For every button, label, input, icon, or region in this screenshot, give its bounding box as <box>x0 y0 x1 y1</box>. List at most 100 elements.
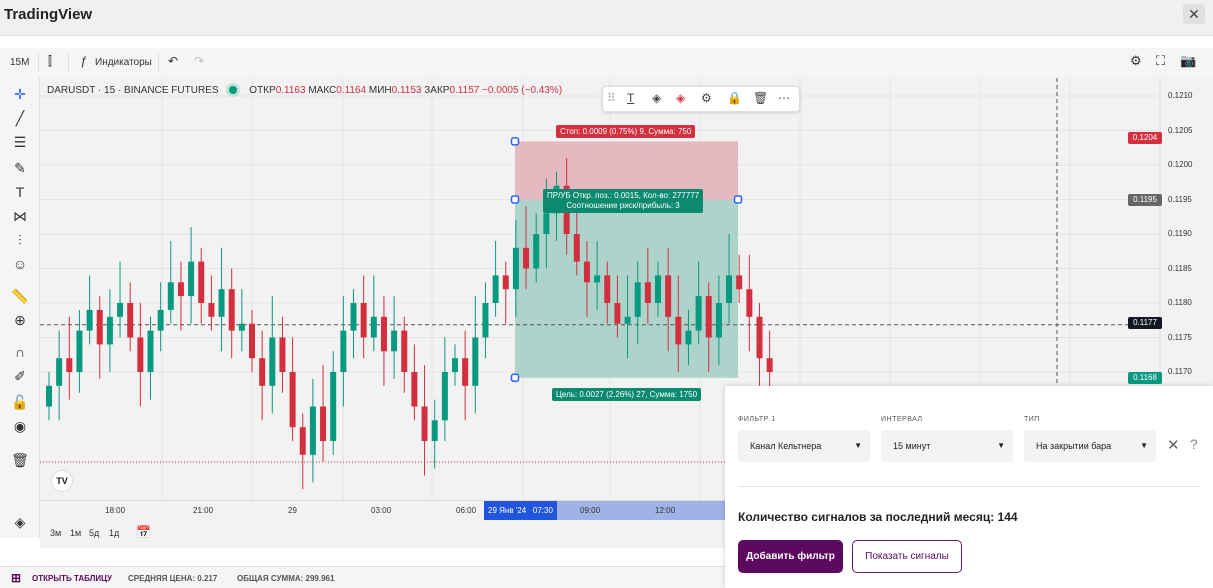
goto-date-icon[interactable]: 📅 <box>136 525 151 539</box>
magnet-icon[interactable]: ∩ <box>14 344 26 360</box>
trash-icon[interactable]: 🗑 <box>11 452 29 468</box>
crosshair-price-label: 0.1177 <box>1128 317 1162 329</box>
total-sum: ОБЩАЯ СУММА: 299.961 <box>237 574 335 583</box>
help-icon[interactable]: ? <box>1190 436 1198 452</box>
open-table-button[interactable]: ОТКРЫТЬ ТАБЛИЦУ <box>32 574 112 583</box>
redo-icon[interactable]: ↷ <box>194 54 205 68</box>
candle <box>228 289 235 331</box>
close-icon[interactable]: ✕ <box>1183 4 1205 24</box>
settings-icon[interactable]: ⚙ <box>1130 53 1142 68</box>
range-3m-button[interactable]: 3м <box>50 528 62 538</box>
position-handle[interactable] <box>510 137 520 146</box>
function-icon[interactable]: ƒ <box>80 54 87 68</box>
indicators-button[interactable]: Индикаторы <box>95 57 152 68</box>
ruler-icon[interactable]: 📏 <box>11 288 29 304</box>
price-tick: 0.1175 <box>1168 332 1192 342</box>
more-icon[interactable]: ⋯ <box>778 91 790 105</box>
range-1d-button[interactable]: 1д <box>109 528 120 538</box>
fib-lines-icon[interactable]: ☰ <box>13 134 27 150</box>
remove-filter-icon[interactable]: ✕ <box>1167 437 1180 454</box>
drag-handle-icon[interactable]: ⠿ <box>607 91 616 105</box>
average-price: СРЕДНЯЯ ЦЕНА: 0.217 <box>128 574 218 583</box>
camera-icon[interactable]: 📷 <box>1180 53 1197 68</box>
time-tick: 09:00 <box>580 506 601 515</box>
price-tick: 0.1170 <box>1168 367 1192 376</box>
price-tick: 0.1195 <box>1168 194 1192 204</box>
fill-color-icon[interactable]: ◈ <box>652 91 662 105</box>
candle <box>309 406 316 455</box>
show-signals-button[interactable]: Показать сигналы <box>852 540 962 573</box>
candle <box>259 358 266 386</box>
footer-bar: ⊞ ОТКРЫТЬ ТАБЛИЦУ СРЕДНЯЯ ЦЕНА: 0.217 ОБ… <box>0 566 725 588</box>
candle <box>56 358 63 386</box>
table-icon[interactable]: ⊞ <box>11 571 22 585</box>
range-bar: 3м 1м 5д 1д 📅 <box>40 520 725 548</box>
candle <box>614 303 621 324</box>
trash-icon[interactable]: 🗑 <box>753 91 769 105</box>
candle <box>147 330 154 372</box>
target-zone <box>515 199 738 378</box>
stop-price-label: 0.1204 <box>1128 132 1162 144</box>
time-axis[interactable]: 18:00 21:00 29 03:00 06:00 09:00 12:00 2… <box>40 500 725 521</box>
candle <box>644 282 651 303</box>
lock-icon[interactable]: 🔓 <box>11 394 29 410</box>
add-filter-button[interactable]: Добавить фильтр <box>738 540 843 573</box>
candle <box>86 309 93 331</box>
time-tick: 18:00 <box>105 506 126 515</box>
candle <box>756 316 763 359</box>
interval-select[interactable]: 15 минут ▼ <box>881 430 1013 462</box>
projection-icon[interactable]: ⫶ <box>18 232 22 248</box>
drawing-tools-sidebar: ✛ ╱ ☰ ✎ T ⋈ ⫶ ☺ 📏 ⊕ ∩ ✐ 🔓 ◉ 🗑 ◈ <box>0 78 40 538</box>
lock-icon[interactable]: 🔒 <box>727 91 742 105</box>
candle <box>249 323 255 359</box>
position-handle[interactable] <box>510 373 520 383</box>
position-handle[interactable] <box>510 195 520 204</box>
candle <box>167 282 174 310</box>
candle <box>462 358 469 386</box>
candle <box>198 261 205 303</box>
settings-icon[interactable]: ⚙ <box>701 91 712 105</box>
interval-label: ИНТЕРВАЛ <box>881 416 923 423</box>
window-title: TradingView <box>4 6 93 23</box>
brush-icon[interactable]: ✎ <box>14 160 26 176</box>
close-value: 0.1157 <box>449 85 480 96</box>
price-tick: 0.1205 <box>1168 125 1193 135</box>
position-handle[interactable] <box>733 195 743 204</box>
low-label: МИН <box>368 85 392 96</box>
candle <box>137 337 144 372</box>
range-5d-button[interactable]: 5д <box>89 528 100 538</box>
layers-icon[interactable]: ◈ <box>14 514 26 530</box>
candle <box>624 316 631 324</box>
line-color-icon[interactable]: ◈ <box>676 91 686 105</box>
candle <box>441 372 448 421</box>
candle <box>695 296 702 331</box>
trend-line-icon[interactable]: ╱ <box>15 110 25 126</box>
filter-select[interactable]: Канал Кельтнера ▼ <box>738 430 870 462</box>
crosshair-icon[interactable]: ✛ <box>14 86 26 102</box>
range-1m-button[interactable]: 1м <box>70 528 82 538</box>
symbol-name[interactable]: DARUSDT · 15 · BINANCE FUTURES <box>47 85 219 96</box>
time-tick: 06:00 <box>456 506 477 515</box>
candle <box>685 330 692 345</box>
lock-drawing-icon[interactable]: ✐ <box>14 368 26 384</box>
text-color-icon[interactable]: T <box>627 91 635 105</box>
type-select[interactable]: На закрытии бара ▼ <box>1024 430 1156 462</box>
change-value: −0.0005 (−0.43%) <box>482 85 563 96</box>
zoom-icon[interactable]: ⊕ <box>14 312 26 328</box>
undo-icon[interactable]: ↶ <box>168 54 179 68</box>
emoji-icon[interactable]: ☺ <box>12 256 28 272</box>
eye-icon[interactable]: ◉ <box>13 418 27 434</box>
pattern-icon[interactable]: ⋈ <box>13 208 27 224</box>
candle <box>96 309 103 345</box>
tradingview-logo[interactable]: TV <box>51 470 73 492</box>
candle <box>533 234 540 269</box>
entry-label-line2: Соотношение риск/прибыль: 3 <box>566 201 680 210</box>
time-tick: 21:00 <box>193 506 214 515</box>
stop-label: Стоп: 0.0009 (0.75%) 9, Сумма: 750 <box>556 125 696 138</box>
candle <box>634 282 641 317</box>
fullscreen-icon[interactable]: ⛶ <box>1156 53 1166 68</box>
text-icon[interactable]: T <box>15 184 25 200</box>
candle-type-icon[interactable]: ⫿ <box>48 54 52 68</box>
candle <box>452 358 458 372</box>
interval-button[interactable]: 15M <box>10 57 30 68</box>
